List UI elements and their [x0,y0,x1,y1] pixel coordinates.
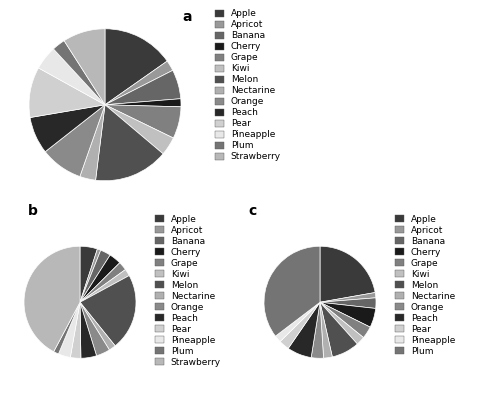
Legend: Apple, Apricot, Banana, Cherry, Grape, Kiwi, Melon, Nectarine, Orange, Peach, Pe: Apple, Apricot, Banana, Cherry, Grape, K… [394,214,456,357]
Wedge shape [80,302,115,350]
Wedge shape [58,302,80,357]
Wedge shape [105,105,174,154]
Wedge shape [276,302,320,341]
Wedge shape [280,302,320,348]
Wedge shape [311,302,324,358]
Wedge shape [105,71,181,105]
Wedge shape [105,105,181,138]
Text: c: c [248,204,256,218]
Wedge shape [288,302,320,357]
Wedge shape [96,105,163,181]
Wedge shape [80,263,126,302]
Wedge shape [70,302,81,358]
Wedge shape [80,302,96,358]
Wedge shape [45,105,105,177]
Wedge shape [80,250,110,302]
Wedge shape [105,99,181,107]
Wedge shape [80,270,129,302]
Wedge shape [54,41,105,105]
Wedge shape [29,68,105,118]
Wedge shape [264,246,320,336]
Wedge shape [320,302,332,358]
Text: a: a [183,10,192,24]
Wedge shape [320,246,375,302]
Wedge shape [80,276,136,346]
Wedge shape [30,105,105,152]
Wedge shape [320,302,370,338]
Legend: Apple, Apricot, Banana, Cherry, Grape, Kiwi, Melon, Nectarine, Orange, Peach, Pe: Apple, Apricot, Banana, Cherry, Grape, K… [214,8,282,162]
Wedge shape [320,293,376,302]
Wedge shape [320,298,376,308]
Text: b: b [28,204,38,218]
Wedge shape [24,246,80,352]
Wedge shape [80,255,120,302]
Wedge shape [80,246,98,302]
Wedge shape [105,29,167,105]
Wedge shape [105,61,172,105]
Wedge shape [320,302,358,357]
Wedge shape [80,105,105,180]
Wedge shape [80,249,100,302]
Wedge shape [54,302,80,354]
Wedge shape [320,302,364,344]
Wedge shape [38,49,105,105]
Wedge shape [80,302,110,356]
Legend: Apple, Apricot, Banana, Cherry, Grape, Kiwi, Melon, Nectarine, Orange, Peach, Pe: Apple, Apricot, Banana, Cherry, Grape, K… [154,214,222,368]
Wedge shape [320,302,376,327]
Wedge shape [64,29,105,105]
